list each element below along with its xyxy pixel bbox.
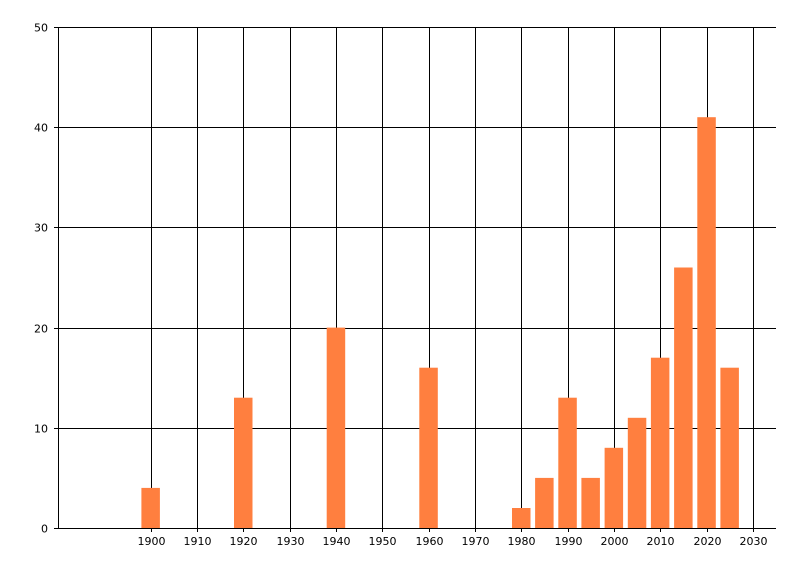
y-tick-labels: 0 10 20 30 40 50 (34, 22, 48, 536)
x-tick-label: 2020 (694, 535, 722, 548)
bar-1990 (558, 397, 577, 528)
bar-1980 (512, 508, 531, 528)
x-tick-label: 1940 (323, 535, 351, 548)
y-tick-label: 30 (34, 222, 48, 235)
x-tick-labels: 1900 1910 1920 1930 1940 1950 1960 1970 1980 1990… (138, 535, 768, 548)
y-tick-label: 40 (34, 122, 48, 135)
x-tick-label: 1980 (508, 535, 536, 548)
x-tick-label: 1920 (230, 535, 258, 548)
y-tick-label: 0 (41, 523, 48, 536)
bar-1900 (141, 487, 160, 528)
x-tick-label: 1950 (369, 535, 397, 548)
x-tick-label: 2030 (740, 535, 768, 548)
bar-1960 (419, 367, 438, 528)
x-tick-label: 1910 (184, 535, 212, 548)
y-tick-label: 20 (34, 323, 48, 336)
bar-1995 (581, 477, 600, 528)
x-tick-label: 1900 (138, 535, 166, 548)
bar-2005 (627, 417, 647, 528)
x-tick-label: 1960 (416, 535, 444, 548)
x-tick-label: 2000 (601, 535, 629, 548)
bar-2010 (650, 357, 670, 528)
bar-1920 (234, 397, 253, 528)
x-tick-label: 1990 (555, 535, 583, 548)
bar-2025 (720, 367, 739, 528)
x-tick-label: 1970 (462, 535, 490, 548)
x-tick-label: 1930 (277, 535, 305, 548)
y-tick-label: 10 (34, 423, 48, 436)
bar-1940 (326, 327, 346, 528)
bars (141, 117, 739, 528)
x-tick-label: 2010 (647, 535, 675, 548)
bar-2015 (674, 267, 693, 528)
y-tick-label: 50 (34, 22, 48, 35)
bar-1985 (535, 477, 554, 528)
axes (58, 27, 776, 529)
bar-2000 (604, 447, 624, 528)
bar-2020 (697, 117, 716, 528)
